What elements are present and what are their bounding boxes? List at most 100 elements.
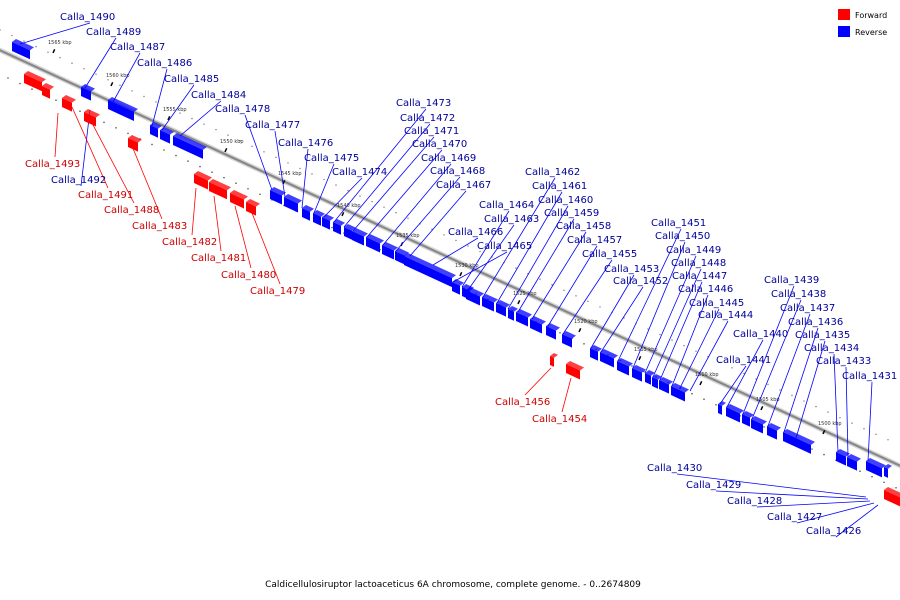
gene-label[interactable]: Calla_1479 (250, 286, 305, 297)
gene-forward-10[interactable] (566, 361, 584, 380)
gene-reverse-39[interactable] (751, 416, 767, 434)
gene-label[interactable]: Calla_1489 (86, 27, 141, 38)
gene-label[interactable]: Calla_1431 (842, 371, 897, 382)
gene-forward-5[interactable] (194, 171, 212, 190)
gene-reverse-38[interactable] (742, 411, 754, 427)
gene-label[interactable]: Calla_1458 (556, 221, 611, 232)
gene-label[interactable]: Calla_1444 (698, 310, 753, 321)
gene-label[interactable]: Calla_1464 (479, 200, 534, 211)
gene-label[interactable]: Calla_1456 (495, 397, 550, 408)
gene-label[interactable]: Calla_1481 (191, 253, 246, 264)
gene-label[interactable]: Calla_1461 (532, 181, 587, 192)
gene-reverse-36[interactable] (718, 401, 726, 415)
gene-label[interactable]: Calla_1453 (604, 264, 659, 275)
gene-label[interactable]: Calla_1457 (567, 235, 622, 246)
gene-reverse-11[interactable] (333, 219, 345, 235)
gene-label[interactable]: Calla_1486 (137, 58, 192, 69)
gene-label[interactable]: Calla_1482 (162, 237, 217, 248)
gene-reverse-21[interactable] (482, 294, 498, 312)
gene-label[interactable]: Calla_1470 (412, 139, 467, 150)
gene-reverse-25[interactable] (530, 316, 546, 334)
gene-label[interactable]: Calla_1474 (332, 167, 387, 178)
gene-label[interactable]: Calla_1455 (582, 249, 637, 260)
gene-reverse-44[interactable] (866, 458, 886, 478)
gene-reverse-18[interactable] (452, 279, 464, 295)
gene-reverse-7[interactable] (284, 194, 302, 213)
gene-label[interactable]: Calla_1440 (733, 329, 788, 340)
gene-reverse-6[interactable] (270, 187, 286, 205)
gene-label[interactable]: Calla_1490 (60, 12, 115, 23)
gene-reverse-28[interactable] (590, 345, 602, 361)
gene-label[interactable]: Calla_1433 (816, 356, 871, 367)
gene-reverse-20[interactable] (466, 287, 484, 306)
gene-reverse-15[interactable] (382, 242, 398, 260)
gene-reverse-14[interactable] (366, 234, 384, 253)
gene-label[interactable]: Calla_1468 (430, 166, 485, 177)
gene-forward-9[interactable] (550, 353, 558, 367)
gene-label[interactable]: Calla_1446 (678, 284, 733, 295)
gene-reverse-17[interactable] (404, 253, 456, 288)
gene-reverse-16[interactable] (395, 248, 409, 265)
gene-reverse-34[interactable] (659, 377, 673, 394)
gene-reverse-35[interactable] (671, 383, 689, 402)
gene-reverse-43[interactable] (847, 454, 861, 471)
gene-reverse-13[interactable] (352, 228, 368, 246)
gene-label[interactable]: Calla_1429 (686, 480, 741, 491)
gene-reverse-27[interactable] (562, 331, 576, 348)
gene-label[interactable]: Calla_1463 (484, 214, 539, 225)
gene-reverse-10[interactable] (322, 214, 334, 230)
gene-label[interactable]: Calla_1450 (655, 231, 710, 242)
gene-label[interactable]: Calla_1434 (804, 343, 859, 354)
gene-label[interactable]: Calla_1466 (448, 227, 503, 238)
gene-reverse-23[interactable] (508, 306, 518, 321)
gene-label[interactable]: Calla_1439 (764, 275, 819, 286)
gene-reverse-2[interactable] (108, 97, 138, 121)
gene-label[interactable]: Calla_1484 (191, 90, 246, 101)
gene-forward-0[interactable] (24, 71, 46, 92)
gene-reverse-29[interactable] (600, 349, 618, 368)
gene-reverse-9[interactable] (313, 210, 325, 226)
gene-label[interactable]: Calla_1467 (436, 180, 491, 191)
gene-reverse-33[interactable] (652, 374, 662, 389)
gene-label[interactable]: Calla_1448 (671, 258, 726, 269)
gene-reverse-31[interactable] (632, 365, 646, 382)
gene-label[interactable]: Calla_1435 (795, 330, 850, 341)
gene-label[interactable]: Calla_1445 (689, 298, 744, 309)
gene-label[interactable]: Calla_1491 (78, 190, 133, 201)
gene-label[interactable]: Calla_1441 (716, 355, 771, 366)
gene-label[interactable]: Calla_1447 (672, 271, 727, 282)
gene-forward-11[interactable] (884, 487, 900, 507)
gene-label[interactable]: Calla_1471 (404, 126, 459, 137)
gene-reverse-3[interactable] (150, 122, 162, 138)
gene-label[interactable]: Calla_1465 (477, 241, 532, 252)
gene-label[interactable]: Calla_1483 (132, 221, 187, 232)
gene-label[interactable]: Calla_1472 (400, 113, 455, 124)
gene-label[interactable]: Calla_1492 (51, 175, 106, 186)
gene-forward-7[interactable] (230, 190, 248, 209)
gene-forward-3[interactable] (84, 109, 100, 127)
gene-label[interactable]: Calla_1480 (221, 270, 276, 281)
gene-label[interactable]: Calla_1478 (215, 104, 270, 115)
gene-reverse-40[interactable] (767, 423, 781, 440)
gene-forward-2[interactable] (62, 95, 76, 112)
gene-label[interactable]: Calla_1485 (164, 74, 219, 85)
gene-reverse-30[interactable] (617, 358, 633, 376)
gene-reverse-24[interactable] (516, 309, 532, 327)
gene-label[interactable]: Calla_1428 (727, 496, 782, 507)
gene-label[interactable]: Calla_1460 (538, 195, 593, 206)
gene-label[interactable]: Calla_1493 (25, 159, 80, 170)
gene-label[interactable]: Calla_1427 (767, 512, 822, 523)
gene-reverse-1[interactable] (81, 84, 95, 101)
gene-label[interactable]: Calla_1487 (110, 42, 165, 53)
gene-label[interactable]: Calla_1436 (788, 317, 843, 328)
gene-reverse-42[interactable] (836, 449, 850, 466)
gene-forward-6[interactable] (209, 179, 231, 200)
gene-label[interactable]: Calla_1426 (806, 526, 861, 537)
gene-reverse-8[interactable] (302, 205, 314, 221)
gene-reverse-41[interactable] (783, 429, 815, 454)
gene-label[interactable]: Calla_1449 (666, 245, 721, 256)
gene-label[interactable]: Calla_1469 (421, 153, 476, 164)
gene-reverse-45[interactable] (884, 464, 892, 478)
gene-label[interactable]: Calla_1438 (771, 289, 826, 300)
gene-reverse-37[interactable] (726, 404, 744, 423)
